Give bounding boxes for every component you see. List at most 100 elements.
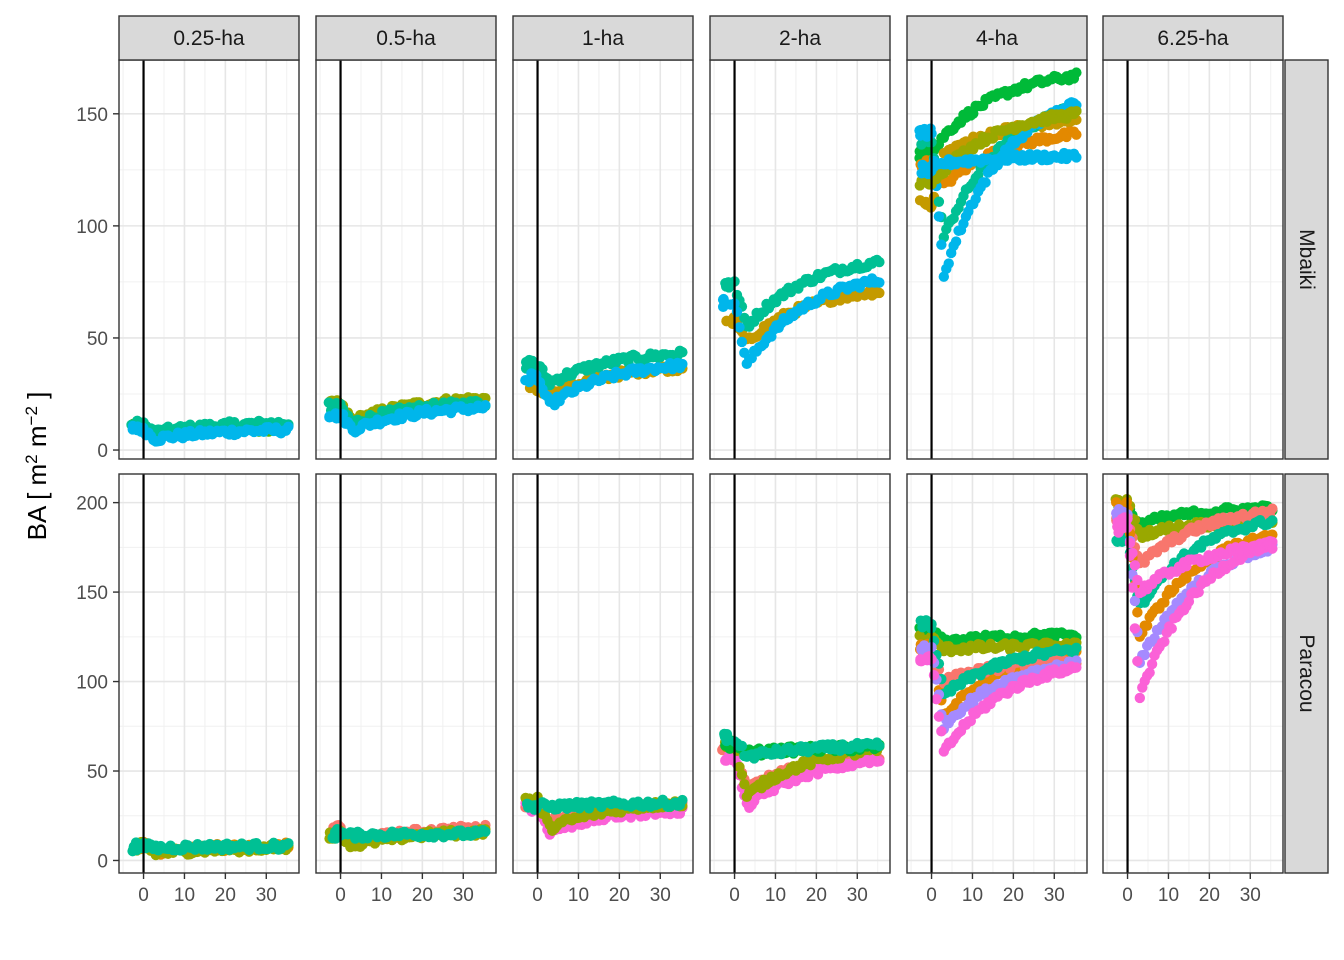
strip-label: 0.25-ha: [173, 27, 245, 50]
x-tick-label: 10: [765, 885, 786, 906]
x-tick-label: 20: [215, 885, 236, 906]
data-point: [127, 420, 139, 432]
data-point: [914, 180, 926, 191]
data-point: [874, 277, 885, 288]
x-tick-label: 30: [256, 885, 277, 906]
x-tick-label: 10: [962, 885, 983, 906]
data-point: [718, 293, 729, 305]
strip-background: [1284, 473, 1329, 874]
data-point: [874, 287, 885, 299]
data-point: [933, 196, 945, 207]
data-point: [127, 845, 138, 857]
data-point: [1267, 543, 1278, 554]
y-axis-title-sup1: 2: [22, 454, 41, 463]
x-tick-label: 20: [609, 885, 630, 906]
data-point: [1144, 667, 1155, 678]
data-point: [717, 301, 729, 313]
panel-paracou-0-25-ha: [119, 474, 299, 873]
data-point: [283, 838, 294, 849]
data-point: [1071, 106, 1082, 117]
y-tick-label: 150: [76, 583, 108, 604]
y-tick-label: 100: [76, 217, 108, 238]
x-tick-label: 10: [568, 885, 589, 906]
panel-mbaiki-1-ha: [513, 60, 693, 459]
strip-label: 1-ha: [582, 27, 624, 50]
strip-background: [906, 15, 1088, 61]
panel-paracou-0-5-ha: [316, 474, 496, 873]
data-point: [1134, 692, 1146, 704]
y-axis-title: BA [ m2 m−2 ]: [22, 392, 53, 541]
data-point: [1129, 560, 1141, 571]
data-point: [1139, 649, 1150, 661]
strip-background: [1284, 59, 1329, 460]
data-point: [480, 826, 491, 837]
panel-border: [709, 473, 891, 874]
strip-label: 4-ha: [976, 27, 1018, 50]
data-point: [731, 306, 743, 318]
data-point: [936, 726, 947, 737]
panel-background: [513, 60, 693, 459]
data-point: [677, 346, 688, 358]
panel-border: [906, 473, 1088, 874]
strip-4-ha: 4-ha: [906, 15, 1088, 61]
panel-background: [710, 474, 890, 873]
data-point: [874, 755, 885, 767]
points-Mbaiki|1-ha: [520, 345, 688, 411]
y-tick-label: 200: [76, 494, 108, 515]
data-point: [1193, 586, 1204, 598]
y-axis-title-sup2: −2: [22, 406, 41, 425]
x-tick-label: 30: [1240, 885, 1261, 906]
x-tick-label: 0: [926, 885, 937, 906]
panel-mbaiki-2-ha: [710, 60, 890, 459]
strip-label: 6.25-ha: [1157, 27, 1229, 50]
panel-mbaiki-0-5-ha: [316, 60, 496, 459]
panels-layer: [119, 60, 1283, 873]
strip-0.25-ha: 0.25-ha: [118, 15, 300, 61]
panel-background: [316, 474, 496, 873]
x-tick-label: 10: [371, 885, 392, 906]
data-point: [1166, 623, 1177, 634]
points-layer: [126, 67, 1278, 861]
data-point: [928, 669, 940, 681]
x-tick-label: 30: [1044, 885, 1065, 906]
data-point: [1113, 527, 1124, 538]
points-Paracou|4-ha: [914, 615, 1082, 757]
data-point: [736, 740, 748, 752]
data-point: [1146, 658, 1158, 670]
strips-layer: 0.25-ha 0.5-ha 1-ha 2-ha 4-ha 6.25-ha Mbaiki Pa…: [118, 15, 1329, 874]
data-point: [943, 258, 954, 269]
data-point: [1149, 633, 1160, 644]
panel-mbaiki-6-25-ha: [1103, 60, 1283, 459]
x-tick-label: 10: [1158, 885, 1179, 906]
panel-background: [119, 60, 299, 459]
data-point: [739, 778, 750, 790]
data-point: [1141, 620, 1153, 631]
data-point: [736, 769, 748, 780]
data-point: [327, 832, 338, 843]
data-point: [1132, 607, 1143, 618]
data-point: [874, 740, 885, 752]
points-Paracou|0.25-ha: [127, 836, 294, 861]
data-point: [734, 322, 745, 333]
data-point: [933, 211, 945, 222]
data-point: [1071, 642, 1082, 654]
row-strip-label: Mbaiki: [1295, 229, 1318, 290]
row-strip-Mbaiki: Mbaiki: [1284, 59, 1329, 460]
strip-0.5-ha: 0.5-ha: [315, 15, 497, 61]
points-Paracou|2-ha: [717, 728, 885, 814]
panel-border: [512, 473, 694, 874]
data-point: [950, 236, 962, 247]
data-point: [480, 400, 491, 411]
strip-background: [315, 15, 497, 61]
x-tick-label: 0: [729, 885, 740, 906]
data-point: [931, 693, 942, 705]
y-tick-label: 0: [97, 851, 108, 872]
x-tick-label: 30: [650, 885, 671, 906]
x-tick-label: 20: [1003, 885, 1024, 906]
x-tick-label: 30: [847, 885, 868, 906]
data-point: [1071, 67, 1082, 78]
data-point: [736, 336, 748, 348]
data-point: [1132, 656, 1143, 667]
panel-background: [710, 60, 890, 459]
